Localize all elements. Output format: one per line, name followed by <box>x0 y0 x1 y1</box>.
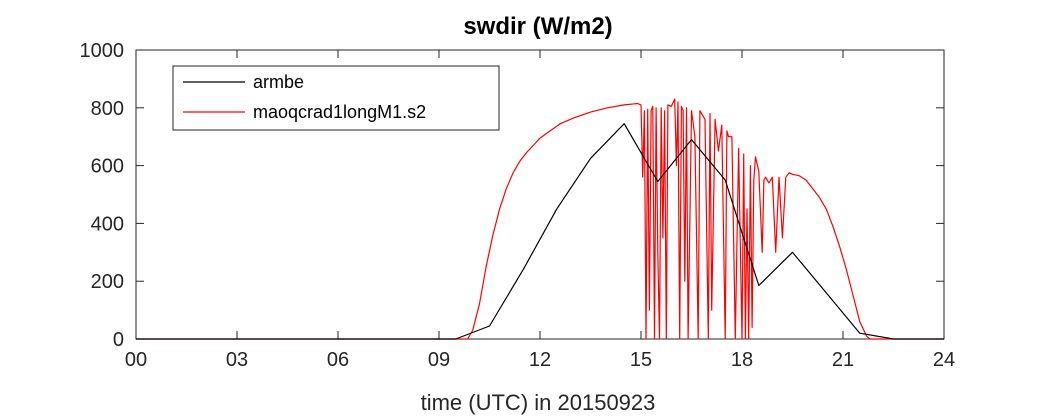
x-tick-label: 00 <box>125 349 147 371</box>
x-tick-label: 12 <box>529 349 551 371</box>
y-tick-label: 0 <box>113 329 124 351</box>
series-line-maoqcrad1longm1-s2 <box>136 98 944 340</box>
x-axis-title: time (UTC) in 20150923 <box>421 390 656 415</box>
legend-box <box>172 65 500 131</box>
chart-title: swdir (W/m2) <box>463 13 612 40</box>
x-tick-label: 18 <box>731 349 753 371</box>
x-tick-label: 24 <box>933 349 955 371</box>
series-line-armbe <box>136 123 944 340</box>
y-tick-label: 200 <box>91 271 124 293</box>
y-tick-label: 1000 <box>80 40 125 62</box>
y-tick-label: 800 <box>91 98 124 120</box>
x-tick-label: 15 <box>630 349 652 371</box>
legend: armbe maoqcrad1longM1.s2 <box>172 65 500 131</box>
legend-label: maoqcrad1longM1.s2 <box>253 102 426 122</box>
legend-label: armbe <box>253 72 304 92</box>
y-tick-label: 600 <box>91 156 124 178</box>
x-tick-label: 06 <box>327 349 349 371</box>
y-tick-label: 400 <box>91 213 124 235</box>
x-tick-label: 21 <box>832 349 854 371</box>
x-tick-label: 03 <box>226 349 248 371</box>
x-tick-label: 09 <box>428 349 450 371</box>
